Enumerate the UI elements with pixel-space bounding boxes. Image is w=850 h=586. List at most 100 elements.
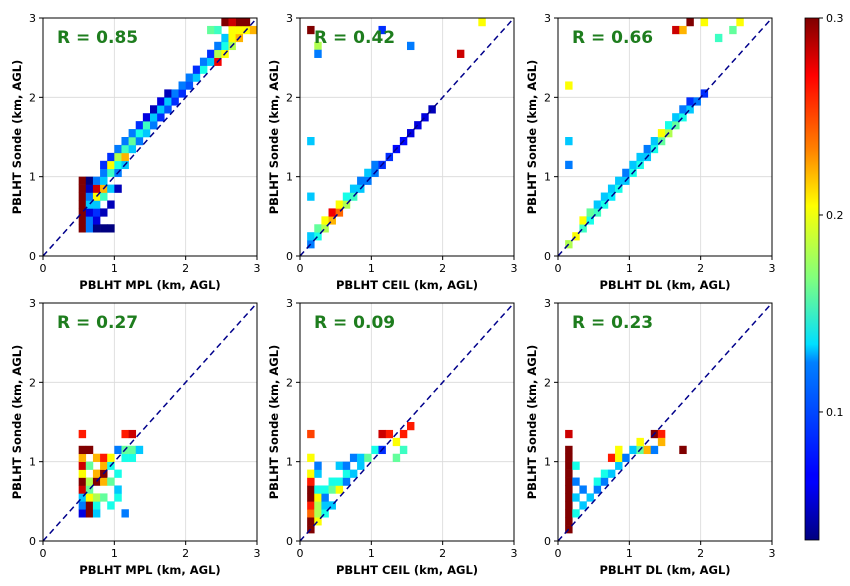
heatmap-cell xyxy=(100,192,108,201)
x-tick-label: 3 xyxy=(769,547,776,560)
tick-labels: 0 1 2 3 0 1 2 3 xyxy=(286,297,518,560)
heatmap-cell xyxy=(314,517,322,526)
x-tick-label: 3 xyxy=(511,547,518,560)
y-tick-label: 0 xyxy=(286,250,293,263)
x-tick-label: 3 xyxy=(769,262,776,275)
heatmap-cell xyxy=(314,493,322,502)
grid xyxy=(558,303,772,541)
heatmap-cell xyxy=(579,501,587,510)
y-tick-label: 2 xyxy=(29,91,36,104)
y-tick-label: 3 xyxy=(544,297,551,310)
heatmap-cell xyxy=(114,160,122,170)
one-to-one-line xyxy=(557,17,773,257)
colorbar-ticks: 0.1 0.2 0.3 xyxy=(819,12,844,419)
panel-6: 0 1 2 3 0 1 2 3 PBLHT DL (km, AGL) PBLHT Sonde … xyxy=(525,297,776,577)
heatmap-cell xyxy=(321,501,329,510)
heatmap-cell xyxy=(693,97,701,106)
heatmap-cell xyxy=(565,81,573,90)
heatmap-cell xyxy=(100,160,108,170)
heatmap-cell xyxy=(572,232,580,241)
heatmap-cell xyxy=(100,453,108,462)
heatmap-cell xyxy=(92,176,101,185)
y-tick-label: 1 xyxy=(29,456,36,469)
heatmap-cell xyxy=(150,121,158,130)
y-axis-label: PBLHT Sonde (km, AGL) xyxy=(267,60,281,215)
x-axis-label: PBLHT MPL (km, AGL) xyxy=(79,278,220,292)
tick-labels: 0 1 2 3 0 1 2 3 xyxy=(286,12,518,275)
heatmap-cell xyxy=(78,216,87,225)
heatmap-cell xyxy=(164,89,172,98)
heatmap-cell xyxy=(307,453,315,462)
heatmap-cell xyxy=(643,144,652,154)
heatmap-cell xyxy=(85,485,94,494)
y-tick-label: 2 xyxy=(544,376,551,389)
heatmap-cell xyxy=(78,429,87,439)
x-axis-label: PBLHT CEIL (km, AGL) xyxy=(336,278,478,292)
heatmap-cell xyxy=(607,469,616,478)
heatmap-cell xyxy=(107,152,115,162)
heatmap-cell xyxy=(307,485,315,494)
heatmap-cell xyxy=(121,144,129,154)
heatmap-cell xyxy=(586,493,594,502)
heatmap-cell xyxy=(100,493,108,502)
heatmap-cell xyxy=(565,137,573,146)
heatmap-cell xyxy=(157,97,165,106)
tick-labels: 0 1 2 3 0 1 2 3 xyxy=(29,297,261,560)
heatmap-cell xyxy=(650,445,659,455)
x-tick-label: 0 xyxy=(555,262,562,275)
heatmap-cell xyxy=(85,208,94,217)
heatmap-cell xyxy=(679,25,687,35)
heatmap-cell xyxy=(314,49,322,58)
heatmap-cell xyxy=(328,485,336,494)
heatmap-cell xyxy=(565,160,573,170)
heatmap-cell xyxy=(392,453,401,462)
heatmap-cell xyxy=(321,485,329,494)
y-tick-label: 3 xyxy=(544,12,551,25)
heatmap-cell xyxy=(328,501,336,510)
heatmap-cell xyxy=(178,81,186,90)
correlation-label: R = 0.85 xyxy=(57,28,138,48)
x-axis-label: PBLHT CEIL (km, AGL) xyxy=(336,563,478,577)
y-tick-label: 1 xyxy=(544,456,551,469)
heatmap-cell xyxy=(114,493,122,502)
heatmap-cell xyxy=(565,429,573,439)
heatmap-cell xyxy=(428,105,436,114)
heatmap-cell xyxy=(307,137,315,146)
heatmap-cell xyxy=(85,176,94,185)
heatmap-cell xyxy=(85,184,94,193)
heatmap-cell xyxy=(686,105,694,114)
y-axis-label: PBLHT Sonde (km, AGL) xyxy=(10,345,24,500)
heatmap-cell xyxy=(622,453,630,462)
y-axis-label: PBLHT Sonde (km, AGL) xyxy=(10,60,24,215)
heatmap-cell xyxy=(672,25,680,35)
heatmap-cell xyxy=(607,184,616,193)
heatmap-cell xyxy=(114,152,122,162)
heatmap-cell xyxy=(371,160,379,170)
heatmap-cell xyxy=(85,509,94,518)
x-tick-label: 2 xyxy=(182,262,189,275)
axes-frame xyxy=(557,17,773,257)
heatmap-cell xyxy=(214,49,222,58)
correlation-label: R = 0.27 xyxy=(57,313,138,333)
heatmap-cell xyxy=(600,477,609,486)
heatmap-cell xyxy=(600,200,609,209)
heatmap-cell xyxy=(600,192,609,201)
x-axis-label: PBLHT DL (km, AGL) xyxy=(599,278,730,292)
heatmap-cell xyxy=(700,18,709,27)
x-tick-label: 1 xyxy=(111,262,118,275)
colorbar: 0.1 0.2 0.3 xyxy=(804,12,844,541)
heatmap-cell xyxy=(307,469,315,478)
x-tick-label: 0 xyxy=(297,262,304,275)
heatmap-cell xyxy=(572,461,580,470)
heatmap-cell xyxy=(321,224,329,233)
heatmap-cell xyxy=(593,200,602,209)
heatmap-cells xyxy=(307,18,486,249)
heatmap-cell xyxy=(565,493,573,502)
heatmap-cell xyxy=(207,25,215,35)
x-tick-label: 2 xyxy=(697,262,704,275)
heatmap-cell xyxy=(700,89,709,98)
heatmap-cell xyxy=(335,485,344,494)
heatmap-cell xyxy=(100,461,108,470)
heatmap-cell xyxy=(321,509,329,518)
